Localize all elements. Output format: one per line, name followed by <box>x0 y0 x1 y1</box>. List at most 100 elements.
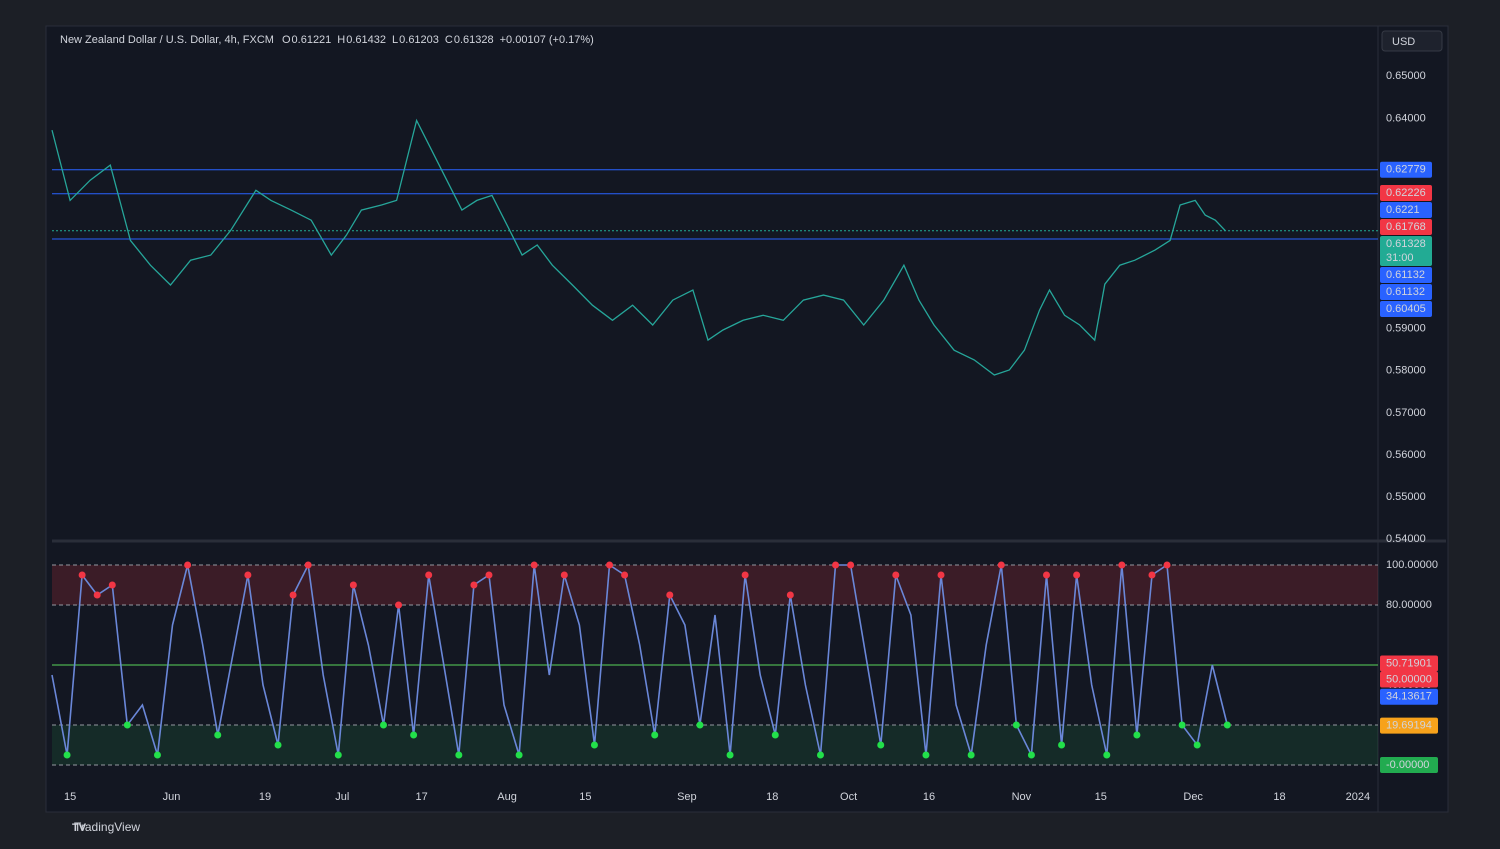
overbought-dot <box>304 561 312 569</box>
x-tick-label: 19 <box>259 791 271 803</box>
price-label-bg <box>1380 236 1432 267</box>
price-label-bg <box>1380 219 1432 236</box>
ohlc-key: H <box>337 34 345 46</box>
oversold-dot <box>274 741 282 749</box>
countdown: 31:00 <box>1386 252 1414 264</box>
overbought-dot <box>937 571 945 579</box>
y-tick-label: 0.55000 <box>1386 491 1426 503</box>
overbought-dot <box>621 571 629 579</box>
x-tick-label: 15 <box>579 791 591 803</box>
overbought-dot <box>108 581 116 589</box>
overbought-dot <box>93 591 101 599</box>
oversold-dot <box>651 731 659 739</box>
x-tick-label: Dec <box>1183 791 1203 803</box>
oversold-dot <box>877 741 885 749</box>
overbought-dot <box>425 571 433 579</box>
price-label: 0.61768 <box>1386 221 1426 233</box>
price-label-bg <box>1380 185 1432 202</box>
x-tick-label: Sep <box>677 791 697 803</box>
x-tick-label: 15 <box>64 791 76 803</box>
overbought-dot <box>184 561 192 569</box>
price-label: 0.61132 <box>1386 269 1425 281</box>
overbought-dot <box>485 571 493 579</box>
value-label: 50.00000 <box>1386 673 1432 685</box>
change: +0.00107 (+0.17%) <box>500 34 594 46</box>
y-tick-label: 0.57000 <box>1386 407 1426 419</box>
x-tick-label: Oct <box>840 791 857 803</box>
currency[interactable]: USD <box>1392 36 1415 48</box>
overbought-dot <box>470 581 478 589</box>
oversold-dot <box>696 721 704 729</box>
overbought-dot <box>349 581 357 589</box>
ohlc-key: O <box>282 34 291 46</box>
oversold-dot <box>590 741 598 749</box>
value-label-bg <box>1380 655 1438 672</box>
logo: TV <box>72 822 87 834</box>
price-label: 0.61132 <box>1386 286 1425 298</box>
value-label-bg <box>1380 688 1438 705</box>
oversold-dot <box>1133 731 1141 739</box>
price-label-bg <box>1380 301 1432 318</box>
price-label-bg <box>1380 202 1432 219</box>
branding: TradingView <box>74 820 140 834</box>
ohlc-value: 0.61432 <box>346 34 386 46</box>
value-label-bg <box>1380 717 1438 734</box>
overbought-dot <box>892 571 900 579</box>
value-label: -0.00000 <box>1386 759 1429 771</box>
price-label-bg <box>1380 161 1432 178</box>
price-label: 0.6221 <box>1386 204 1420 216</box>
x-tick-label: Jul <box>335 791 349 803</box>
ohlc-value: 0.61328 <box>454 34 494 46</box>
overbought-dot <box>666 591 674 599</box>
legend-header: New Zealand Dollar / U.S. Dollar, 4h, FX… <box>60 34 594 46</box>
y-tick-label: 0.56000 <box>1386 449 1426 461</box>
x-tick-label: Aug <box>497 791 517 803</box>
overbought-dot <box>997 561 1005 569</box>
y-tick-label: 0.58000 <box>1386 365 1426 377</box>
oversold-dot <box>153 751 161 759</box>
overbought-dot <box>832 561 840 569</box>
oversold-dot <box>1012 721 1020 729</box>
overbought-dot <box>530 561 538 569</box>
value-label-bg <box>1380 671 1438 688</box>
value-label-bg <box>1380 757 1438 773</box>
y-tick-label: 0.65000 <box>1386 70 1426 82</box>
currency-button[interactable] <box>1381 30 1443 52</box>
oversold-dot <box>63 751 71 759</box>
overbought-dot <box>786 591 794 599</box>
value-label: 34.13617 <box>1386 691 1432 703</box>
series-line <box>51 118 1226 376</box>
oversold-dot <box>380 721 387 729</box>
oversold-dot <box>1178 721 1186 729</box>
oversold-dot <box>1193 741 1201 749</box>
price-label-bg <box>1380 284 1432 301</box>
price-label: 0.60405 <box>1386 303 1426 315</box>
y-tick-label: 0.54000 <box>1386 533 1426 545</box>
oversold-dot <box>455 751 463 759</box>
oversold-dot <box>1027 751 1035 759</box>
oversold-dot <box>771 731 779 739</box>
overbought-dot <box>78 571 86 579</box>
x-tick-label: 17 <box>416 791 428 803</box>
oversold-dot <box>922 751 930 759</box>
overbought-dot <box>1118 561 1126 569</box>
ohlc-value: 0.61221 <box>292 34 332 46</box>
oversold-dot <box>1223 721 1231 729</box>
overbought-dot <box>741 571 749 579</box>
x-tick-label: 2024 <box>1346 791 1370 803</box>
overbought-dot <box>1043 571 1050 579</box>
ohlc-key: C <box>445 34 453 46</box>
price-label: 0.62226 <box>1386 187 1426 199</box>
overbought-dot <box>289 591 297 599</box>
price-label: 0.62779 <box>1386 164 1426 176</box>
oversold-dot <box>410 731 418 739</box>
ohlc-value: 0.61203 <box>399 34 439 46</box>
oversold-dot <box>214 731 222 739</box>
overbought-dot <box>1163 561 1171 569</box>
overbought-dot <box>1148 571 1156 579</box>
y-tick-label: 0.64000 <box>1386 112 1426 124</box>
oversold-dot <box>967 751 975 759</box>
chart-frame <box>45 25 1449 813</box>
x-tick-label: 18 <box>1273 791 1285 803</box>
